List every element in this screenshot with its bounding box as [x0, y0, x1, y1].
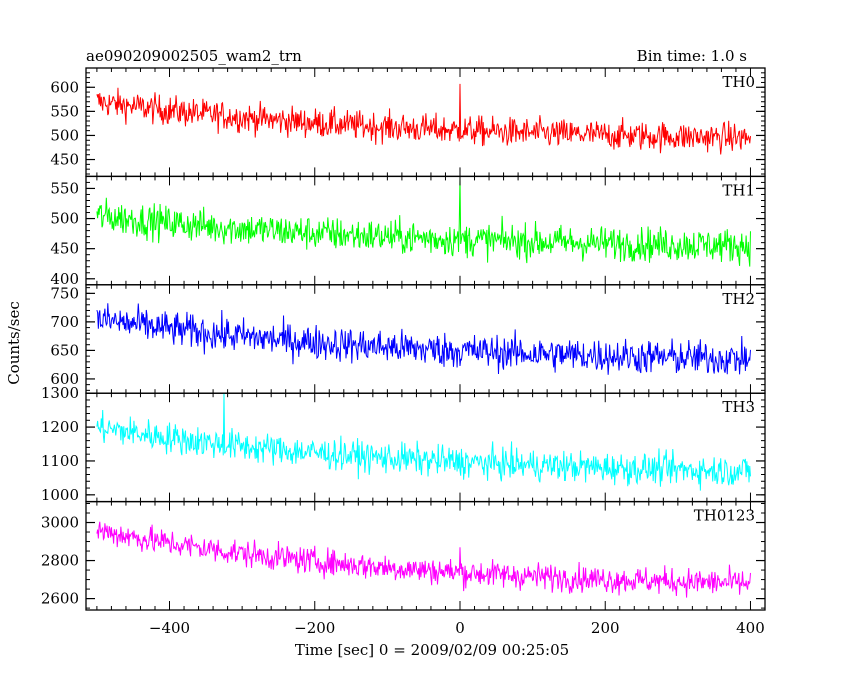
y-tick-label: 450: [50, 151, 79, 169]
y-axis-label: Counts/sec: [5, 301, 23, 385]
panel-frame: [85, 500, 766, 611]
y-tick-label: 3000: [41, 514, 79, 532]
y-tick-label: 550: [50, 179, 79, 197]
y-tick-label: 500: [50, 210, 79, 228]
panel-frame: [85, 284, 766, 394]
y-tick-label: 1000: [41, 486, 79, 504]
panel-label: TH1: [722, 181, 755, 199]
x-tick-label: −400: [149, 619, 190, 637]
chart-title-right: Bin time: 1.0 s: [637, 47, 747, 65]
series-line-th3: [96, 393, 751, 491]
panel-th3: 1000 1100 1200 1300 TH3: [41, 384, 766, 504]
y-tick-label: 450: [50, 240, 79, 258]
series-line-th1: [96, 176, 751, 267]
y-tick-label: 500: [50, 126, 79, 144]
panels-group: 450 500 550 600 TH0 400 450 500 550 TH1 600 650 700 7…: [41, 67, 766, 637]
panel-frame: [85, 175, 766, 286]
panel-label: TH0: [722, 73, 755, 91]
chart-title-left: ae090209002505_wam2_trn: [86, 47, 302, 65]
y-tick-label: 400: [50, 270, 79, 288]
x-tick-label: 0: [455, 619, 465, 637]
x-axis-label: Time [sec] 0 = 2009/02/09 00:25:05: [295, 641, 569, 659]
y-tick-label: 1300: [41, 384, 79, 402]
panel-th0: 450 500 550 600 TH0: [50, 67, 766, 178]
series-line-th2: [96, 303, 751, 375]
x-tick-label: −200: [294, 619, 335, 637]
y-tick-label: 600: [50, 370, 79, 388]
panel-th1: 400 450 500 550 TH1: [50, 175, 766, 288]
panel-th0123: 2600 2800 3000 TH0123: [41, 500, 766, 611]
series-line-th0: [96, 83, 751, 155]
y-tick-label: 600: [50, 78, 79, 96]
y-tick-label: 550: [50, 102, 79, 120]
panel-label: TH2: [722, 290, 755, 308]
panel-label: TH0123: [694, 507, 755, 525]
panel-label: TH3: [722, 398, 755, 416]
panel-th2: 600 650 700 750 TH2: [50, 284, 766, 394]
x-tick-label: 200: [591, 619, 620, 637]
y-tick-label: 700: [50, 313, 79, 331]
y-tick-label: 2800: [41, 552, 79, 570]
panel-frame: [85, 392, 766, 503]
y-tick-label: 650: [50, 341, 79, 359]
series-line-th0123: [96, 521, 751, 598]
y-tick-label: 1100: [41, 452, 79, 470]
y-tick-label: 1200: [41, 418, 79, 436]
x-tick-label: 400: [736, 619, 765, 637]
y-tick-label: 750: [50, 284, 79, 302]
y-tick-label: 2600: [41, 590, 79, 608]
